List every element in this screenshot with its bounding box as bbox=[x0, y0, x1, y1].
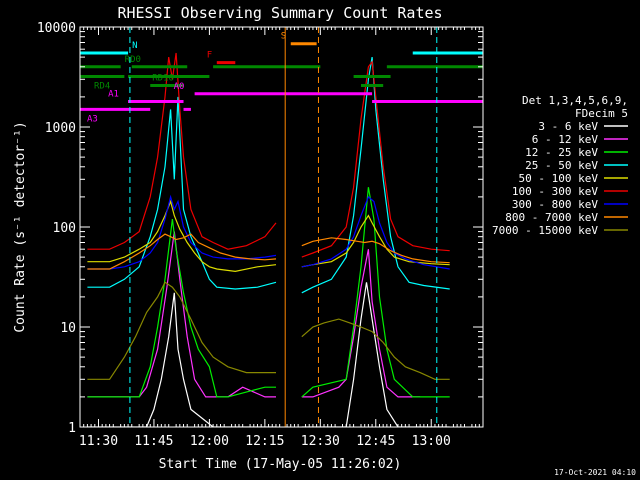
series-line-9 bbox=[87, 281, 450, 380]
series-line-7 bbox=[87, 194, 450, 270]
series-line-1 bbox=[87, 282, 450, 427]
x-tick-label: 13:00 bbox=[412, 434, 451, 449]
y-tick-label: 1 bbox=[68, 421, 76, 436]
flag-label-a1: A1 bbox=[108, 89, 119, 99]
legend-label: 300 - 800 keV bbox=[512, 198, 598, 211]
legend-label: 25 - 50 keV bbox=[525, 159, 598, 172]
legend-label: 800 - 7000 keV bbox=[505, 211, 598, 224]
flag-label-rd0: RD0 bbox=[125, 55, 141, 65]
flag-label-a3: A3 bbox=[87, 114, 98, 124]
x-tick-label: 12:45 bbox=[356, 434, 395, 449]
series-line-8 bbox=[87, 233, 450, 270]
flag-label-rd16: RD16 bbox=[152, 74, 174, 84]
series-line-2 bbox=[87, 231, 421, 398]
y-tick-label: 10000 bbox=[37, 21, 76, 36]
legend-label: 12 - 25 keV bbox=[525, 146, 598, 159]
y-axis: 1 10 100 1000 10000 bbox=[37, 21, 483, 436]
legend-header: FDecim 5 bbox=[575, 107, 628, 120]
x-tick-label: 12:15 bbox=[245, 434, 284, 449]
x-tick-label: 11:30 bbox=[79, 434, 118, 449]
legend-label: 50 - 100 keV bbox=[519, 172, 599, 185]
series-line-6 bbox=[87, 52, 450, 258]
series-line-4 bbox=[87, 57, 450, 294]
legend-label: 100 - 300 keV bbox=[512, 185, 598, 198]
series-line-3 bbox=[87, 187, 450, 398]
legend-label: 7000 - 15000 keV bbox=[492, 224, 598, 237]
y-tick-label: 100 bbox=[53, 221, 76, 236]
x-tick-label: 11:45 bbox=[134, 434, 173, 449]
flag-label-rd4: RD4 bbox=[94, 81, 110, 91]
series-line-5 bbox=[87, 199, 450, 273]
flag-label-a0: A0 bbox=[174, 82, 185, 92]
y-tick-label: 10 bbox=[60, 321, 76, 336]
flag-label-n: N bbox=[132, 41, 137, 51]
x-axis: 11:30 11:45 12:00 12:15 12:30 12:45 13:00 bbox=[79, 27, 484, 449]
legend-label: 6 - 12 keV bbox=[532, 133, 599, 146]
legend-label: 3 - 6 keV bbox=[538, 120, 598, 133]
legend-header: Det 1,3,4,5,6,9, bbox=[522, 94, 628, 107]
x-tick-label: 12:30 bbox=[301, 434, 340, 449]
x-tick-label: 12:00 bbox=[190, 434, 229, 449]
chart-title: RHESSI Observing Summary Count Rates bbox=[117, 4, 442, 22]
date-stamp: 17-Oct-2021 04:10 bbox=[554, 468, 636, 477]
y-axis-label: Count Rate (s⁻¹ detector⁻¹) bbox=[13, 121, 28, 332]
flag-label-f: F bbox=[207, 51, 212, 61]
flag-label-s: S bbox=[281, 32, 286, 42]
x-axis-label: Start Time (17-May-05 11:26:02) bbox=[159, 457, 402, 472]
y-tick-label: 1000 bbox=[45, 121, 76, 136]
